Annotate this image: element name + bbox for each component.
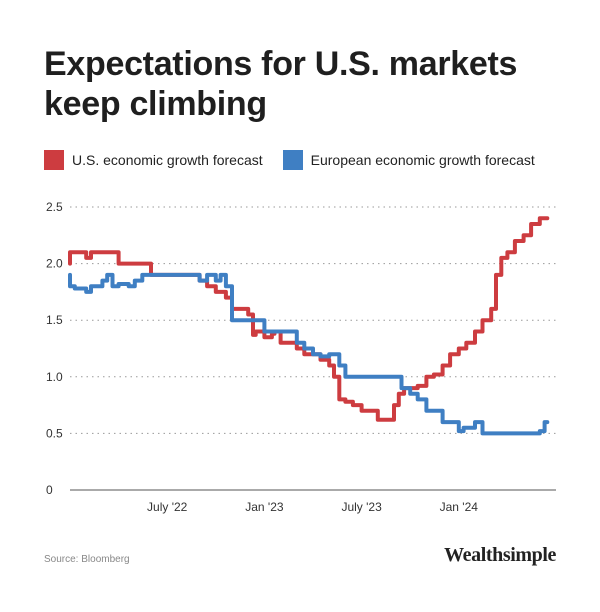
series-lines: [68, 216, 550, 436]
europe-forecast-line: [68, 272, 550, 436]
brand-logo: Wealthsimple: [444, 544, 556, 566]
y-tick-label: 0.5: [46, 426, 63, 440]
us-forecast-line: [68, 216, 550, 422]
legend-item-europe: European economic growth forecast: [282, 150, 535, 170]
y-tick-label: 2.0: [46, 257, 63, 271]
x-tick-label: July '23: [341, 500, 382, 514]
legend: U.S. economic growth forecast European e…: [44, 150, 584, 170]
x-axis-ticks: July '22 Jan '23 July '23 Jan '24: [147, 500, 478, 514]
legend-swatch-europe: [282, 150, 303, 170]
y-tick-label: 2.5: [46, 200, 63, 214]
y-tick-label: 1.0: [46, 370, 63, 384]
line-chart: 0 0.5 1.0 1.5 2.0 2.5 July '22 Jan '23 July '23…: [46, 200, 556, 514]
y-tick-label: 0: [46, 483, 53, 497]
y-tick-label: 1.5: [46, 313, 63, 327]
source-note: Source: Bloomberg: [44, 554, 130, 565]
legend-swatch-us: [44, 150, 64, 170]
legend-item-us: U.S. economic growth forecast: [44, 150, 263, 170]
gridlines: [70, 206, 556, 491]
x-tick-label: Jan '23: [245, 500, 284, 514]
y-axis-ticks: 0 0.5 1.0 1.5 2.0 2.5: [46, 200, 63, 497]
x-tick-label: July '22: [147, 500, 188, 514]
legend-label-us: U.S. economic growth forecast: [72, 152, 263, 168]
x-tick-label: Jan '24: [440, 500, 479, 514]
chart-title: Expectations for U.S. markets keep climb…: [44, 45, 518, 123]
legend-label-europe: European economic growth forecast: [310, 152, 535, 168]
